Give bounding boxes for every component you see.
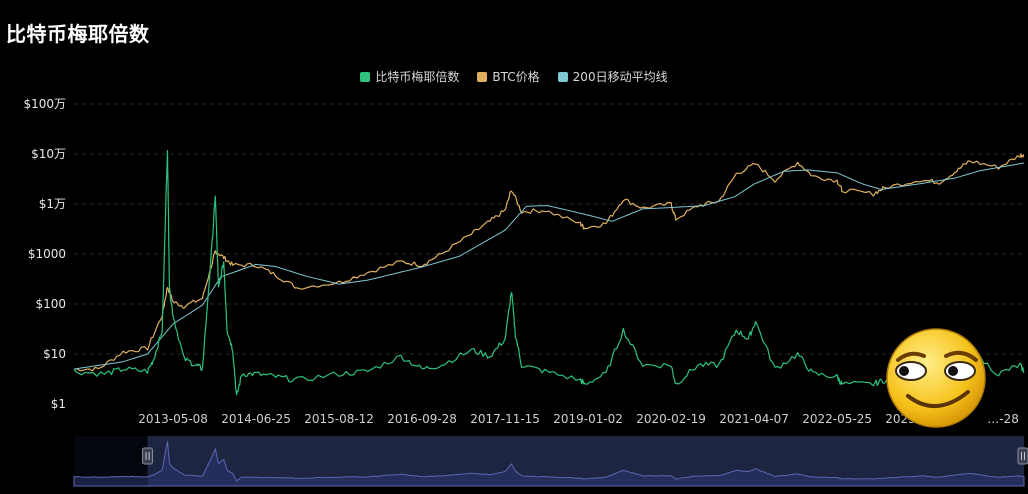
x-tick-label: 2015-08-12 <box>304 412 374 426</box>
x-tick-label: 2013-05-08 <box>138 412 208 426</box>
chart-legend: 比特币梅耶倍数 BTC价格 200日移动平均线 <box>0 68 1028 85</box>
chart-series <box>73 149 1025 396</box>
legend-swatch-ma200 <box>557 71 568 82</box>
grid-lines <box>74 103 1024 355</box>
legend-item-mayer[interactable]: 比特币梅耶倍数 <box>360 68 459 85</box>
x-tick-label: 2019-01-02 <box>553 412 623 426</box>
ma200-series-line <box>73 162 1025 370</box>
x-tick-label: 2022-05-25 <box>802 412 872 426</box>
y-tick-label: $1 <box>51 397 66 411</box>
legend-label-mayer: 比特币梅耶倍数 <box>375 70 460 84</box>
y-tick-label: $1万 <box>39 197 66 211</box>
navigator-handle-right[interactable] <box>1017 447 1028 465</box>
legend-item-ma200[interactable]: 200日移动平均线 <box>557 68 668 85</box>
x-tick-label: 2016-09-28 <box>387 412 457 426</box>
y-axis-labels: $100万 $10万 $1万 $1000 $100 $10 $1 <box>23 97 66 411</box>
legend-swatch-mayer <box>360 71 371 82</box>
y-tick-label: $10 <box>43 347 66 361</box>
x-tick-label: 2014-06-25 <box>221 412 291 426</box>
legend-label-price: BTC价格 <box>492 70 540 84</box>
x-tick-label: …-28 <box>987 412 1019 426</box>
navigator-area <box>73 441 1025 487</box>
navigator-handle-left[interactable] <box>142 447 154 465</box>
x-tick-label: 2017-11-15 <box>470 412 540 426</box>
range-navigator[interactable] <box>73 436 1028 487</box>
x-tick-label: 2020-02-19 <box>636 412 706 426</box>
x-tick-label: 2021-04-07 <box>719 412 789 426</box>
y-tick-label: $1000 <box>28 247 66 261</box>
y-tick-label: $10万 <box>31 147 66 161</box>
y-tick-label: $100 <box>35 297 66 311</box>
page-title: 比特币梅耶倍数 <box>6 22 150 46</box>
mayer-multiple-series-line <box>73 149 1025 396</box>
price-series-line <box>73 153 1025 372</box>
smirk-emoji-sticker <box>886 328 986 428</box>
legend-label-ma200: 200日移动平均线 <box>572 70 668 84</box>
legend-swatch-price <box>477 71 488 82</box>
legend-item-price[interactable]: BTC价格 <box>477 68 540 85</box>
y-tick-label: $100万 <box>23 97 66 111</box>
